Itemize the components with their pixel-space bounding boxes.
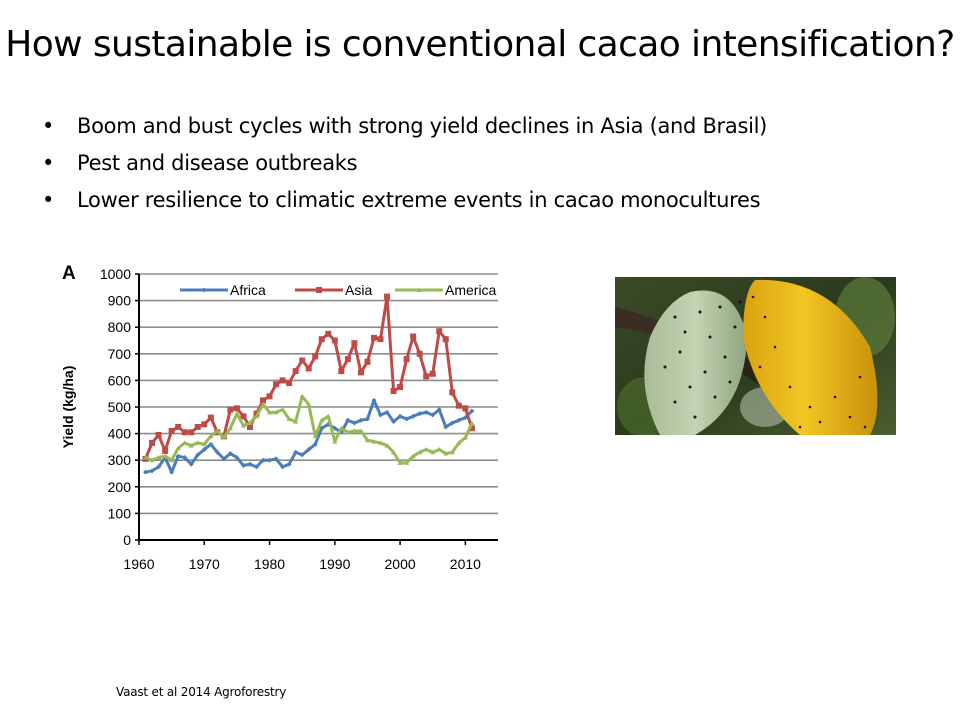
y-tick-label: 500 [108, 399, 132, 415]
y-axis-ticks: 0 100 200 300 400 500 600 700 800 900 1000 [100, 266, 139, 548]
y-tick-label: 100 [108, 505, 132, 521]
bullet-marker: • [42, 151, 55, 175]
bullet-marker: • [42, 188, 55, 212]
series-asia [142, 293, 475, 462]
bullet-text: Pest and disease outbreaks [77, 151, 358, 175]
x-tick-label: 1980 [254, 556, 285, 572]
y-axis-label: Yield (kg/ha) [60, 366, 76, 449]
y-tick-label: 300 [108, 452, 132, 468]
y-tick-label: 600 [108, 372, 132, 388]
cacao-pods-photo [615, 277, 896, 435]
y-tick-label: 800 [108, 319, 132, 335]
x-tick-label: 2010 [450, 556, 481, 572]
series-america [143, 393, 475, 465]
y-tick-label: 200 [108, 479, 132, 495]
y-tick-label: 1000 [100, 266, 131, 282]
bullet-text: Lower resilience to climatic extreme eve… [77, 188, 761, 212]
legend-label: Asia [345, 282, 372, 298]
gridlines [139, 273, 498, 515]
x-tick-label: 1970 [189, 556, 220, 572]
x-tick-label: 1990 [319, 556, 350, 572]
bullet-marker: • [42, 114, 55, 138]
y-tick-label: 0 [123, 532, 131, 548]
x-tick-label: 1960 [123, 556, 154, 572]
x-axis-ticks: 1960 1970 1980 1990 2000 2010 [123, 540, 481, 572]
data-series [142, 293, 475, 475]
legend-label: Africa [230, 282, 266, 298]
bullet-text: Boom and bust cycles with strong yield d… [77, 114, 768, 138]
legend-item-america: America [395, 282, 497, 298]
series-africa [143, 397, 475, 475]
y-tick-label: 400 [108, 426, 132, 442]
chart-legend: Africa Asia America [180, 282, 497, 298]
y-tick-label: 700 [108, 346, 132, 362]
citation: Vaast et al 2014 Agroforestry [116, 685, 287, 699]
panel-label: A [62, 263, 76, 284]
slide-title: How sustainable is conventional cacao in… [5, 24, 955, 65]
legend-item-africa: Africa [180, 282, 266, 298]
legend-item-asia: Asia [295, 282, 372, 298]
legend-label: America [445, 282, 497, 298]
x-tick-label: 2000 [385, 556, 416, 572]
y-tick-label: 900 [108, 293, 132, 309]
